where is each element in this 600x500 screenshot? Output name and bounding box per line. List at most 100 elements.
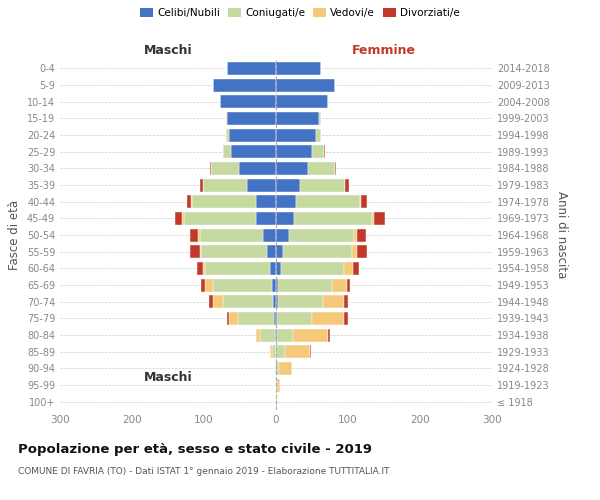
- Bar: [187, 195, 191, 208]
- Bar: [269, 345, 272, 358]
- Bar: [275, 362, 276, 375]
- Bar: [190, 245, 200, 258]
- Bar: [374, 212, 385, 225]
- Bar: [276, 128, 316, 141]
- Bar: [197, 262, 203, 275]
- Bar: [227, 62, 276, 75]
- Bar: [276, 362, 279, 375]
- Text: Popolazione per età, sesso e stato civile - 2019: Popolazione per età, sesso e stato civil…: [18, 442, 372, 456]
- Bar: [198, 228, 200, 241]
- Bar: [238, 312, 274, 325]
- Bar: [184, 212, 256, 225]
- Bar: [316, 128, 322, 141]
- Bar: [276, 78, 335, 92]
- Bar: [211, 162, 239, 175]
- Bar: [276, 312, 277, 325]
- Bar: [268, 245, 276, 258]
- Bar: [276, 395, 277, 408]
- Bar: [200, 228, 263, 241]
- Bar: [229, 128, 276, 141]
- Bar: [191, 195, 193, 208]
- Bar: [296, 195, 359, 208]
- Bar: [312, 145, 323, 158]
- Text: Maschi: Maschi: [143, 372, 193, 384]
- Bar: [272, 278, 276, 291]
- Bar: [256, 212, 276, 225]
- Bar: [226, 128, 229, 141]
- Bar: [272, 345, 276, 358]
- Bar: [354, 228, 358, 241]
- Bar: [276, 95, 328, 108]
- Bar: [276, 245, 283, 258]
- Bar: [277, 312, 312, 325]
- Y-axis label: Fasce di età: Fasce di età: [8, 200, 21, 270]
- Bar: [232, 145, 276, 158]
- Bar: [276, 278, 278, 291]
- Bar: [212, 295, 223, 308]
- Bar: [276, 345, 284, 358]
- Bar: [209, 295, 212, 308]
- Bar: [276, 62, 320, 75]
- Bar: [310, 345, 311, 358]
- Bar: [361, 195, 367, 208]
- Bar: [203, 262, 205, 275]
- Bar: [372, 212, 374, 225]
- Bar: [277, 328, 293, 342]
- Bar: [205, 262, 270, 275]
- Bar: [205, 278, 214, 291]
- Bar: [201, 245, 268, 258]
- Bar: [210, 162, 211, 175]
- Bar: [276, 212, 294, 225]
- Bar: [190, 228, 198, 241]
- Bar: [276, 378, 277, 392]
- Bar: [200, 245, 201, 258]
- Bar: [229, 312, 238, 325]
- Bar: [335, 162, 337, 175]
- Bar: [323, 295, 344, 308]
- Bar: [283, 245, 352, 258]
- Bar: [239, 162, 276, 175]
- Bar: [281, 262, 344, 275]
- Bar: [294, 212, 372, 225]
- Bar: [212, 78, 276, 92]
- Bar: [201, 278, 205, 291]
- Bar: [276, 262, 281, 275]
- Bar: [274, 312, 276, 325]
- Bar: [276, 328, 277, 342]
- Bar: [358, 228, 366, 241]
- Bar: [308, 162, 335, 175]
- Bar: [276, 112, 319, 125]
- Legend: Celibi/Nubili, Coniugati/e, Vedovi/e, Divorziati/e: Celibi/Nubili, Coniugati/e, Vedovi/e, Di…: [140, 8, 460, 18]
- Y-axis label: Anni di nascita: Anni di nascita: [555, 192, 568, 278]
- Bar: [200, 178, 203, 192]
- Bar: [278, 295, 323, 308]
- Bar: [332, 278, 347, 291]
- Bar: [312, 312, 344, 325]
- Bar: [220, 95, 276, 108]
- Bar: [223, 295, 273, 308]
- Bar: [323, 145, 325, 158]
- Bar: [276, 228, 289, 241]
- Bar: [260, 328, 275, 342]
- Bar: [358, 245, 367, 258]
- Bar: [276, 178, 301, 192]
- Bar: [345, 178, 349, 192]
- Bar: [276, 295, 278, 308]
- Text: Femmine: Femmine: [352, 44, 416, 57]
- Bar: [227, 112, 276, 125]
- Bar: [289, 228, 354, 241]
- Bar: [276, 145, 312, 158]
- Bar: [319, 112, 322, 125]
- Text: COMUNE DI FAVRIA (TO) - Dati ISTAT 1° gennaio 2019 - Elaborazione TUTTITALIA.IT: COMUNE DI FAVRIA (TO) - Dati ISTAT 1° ge…: [18, 468, 389, 476]
- Bar: [175, 212, 182, 225]
- Bar: [279, 362, 292, 375]
- Bar: [270, 262, 276, 275]
- Bar: [247, 178, 276, 192]
- Bar: [278, 278, 332, 291]
- Bar: [301, 178, 345, 192]
- Bar: [275, 328, 276, 342]
- Bar: [293, 328, 328, 342]
- Bar: [203, 178, 247, 192]
- Bar: [344, 262, 353, 275]
- Bar: [226, 112, 227, 125]
